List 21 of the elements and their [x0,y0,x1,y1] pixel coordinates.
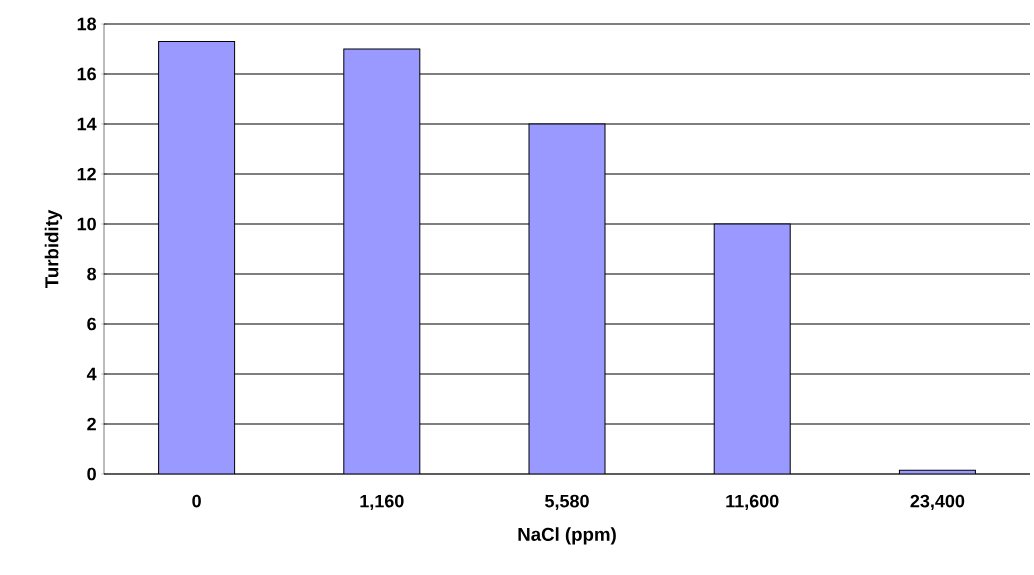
y-tick-label: 14 [77,117,97,131]
y-tick-label: 12 [77,167,96,181]
y-tick-label: 18 [77,17,97,31]
y-tick-label: 2 [87,417,96,431]
bar [528,123,606,474]
y-tick-label: 4 [86,367,97,381]
x-tick-label: 5,580 [545,494,589,511]
y-tick-label: 10 [77,217,96,231]
bar [158,40,236,474]
bar [343,48,421,474]
y-axis-title: Turbidity [44,209,63,289]
x-tick-label: 0 [192,494,201,508]
x-tick-label: 1,160 [360,494,404,511]
x-axis-title: NaCl (ppm) [518,527,616,545]
y-tick-label: 16 [77,67,96,81]
y-tick-label: 8 [87,267,97,281]
bar [713,223,791,474]
x-tick-label: 11,600 [726,494,779,511]
y-tick-label: 6 [87,317,96,331]
x-tick-label: 23,400 [910,494,965,511]
y-tick-label: 0 [87,467,96,481]
